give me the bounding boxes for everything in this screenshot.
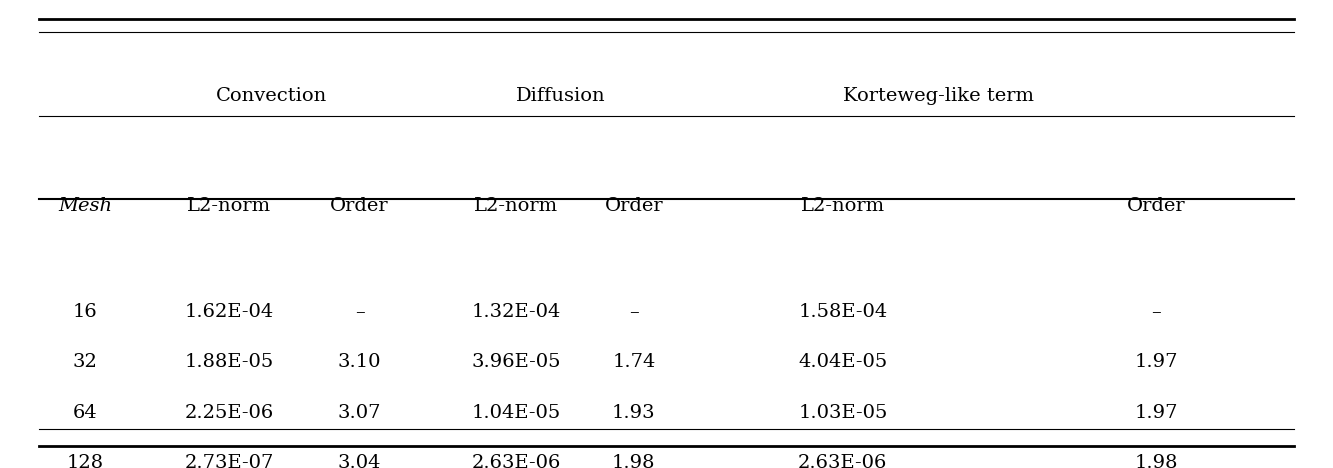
Text: 1.62E-04: 1.62E-04 [184,303,273,321]
Text: 1.93: 1.93 [612,404,656,422]
Text: 2.63E-06: 2.63E-06 [472,454,561,468]
Text: L2-norm: L2-norm [475,197,559,215]
Text: L2-norm: L2-norm [801,197,885,215]
Text: 1.97: 1.97 [1134,353,1178,372]
Text: 3.10: 3.10 [337,353,381,372]
Text: 3.07: 3.07 [337,404,381,422]
Text: 1.98: 1.98 [1134,454,1178,468]
Text: –: – [629,303,639,321]
Text: Order: Order [605,197,663,215]
Text: 1.88E-05: 1.88E-05 [184,353,273,372]
Text: Order: Order [1128,197,1185,215]
Text: 4.04E-05: 4.04E-05 [798,353,888,372]
Text: 32: 32 [73,353,97,372]
Text: 1.32E-04: 1.32E-04 [472,303,561,321]
Text: Mesh: Mesh [59,197,112,215]
Text: 1.97: 1.97 [1134,404,1178,422]
Text: 64: 64 [73,404,97,422]
Text: 1.58E-04: 1.58E-04 [798,303,888,321]
Text: Diffusion: Diffusion [516,88,607,105]
Text: 1.98: 1.98 [612,454,656,468]
Text: Korteweg-like term: Korteweg-like term [842,88,1034,105]
Text: Convection: Convection [216,88,327,105]
Text: 128: 128 [67,454,104,468]
Text: –: – [1152,303,1161,321]
Text: Order: Order [331,197,389,215]
Text: 2.25E-06: 2.25E-06 [184,404,273,422]
Text: –: – [355,303,364,321]
Text: 16: 16 [73,303,97,321]
Text: 1.74: 1.74 [612,353,656,372]
Text: 1.03E-05: 1.03E-05 [798,404,888,422]
Text: 1.04E-05: 1.04E-05 [472,404,561,422]
Text: 3.04: 3.04 [337,454,381,468]
Text: 2.63E-06: 2.63E-06 [798,454,888,468]
Text: L2-norm: L2-norm [187,197,271,215]
Text: 2.73E-07: 2.73E-07 [184,454,273,468]
Text: 3.96E-05: 3.96E-05 [472,353,561,372]
